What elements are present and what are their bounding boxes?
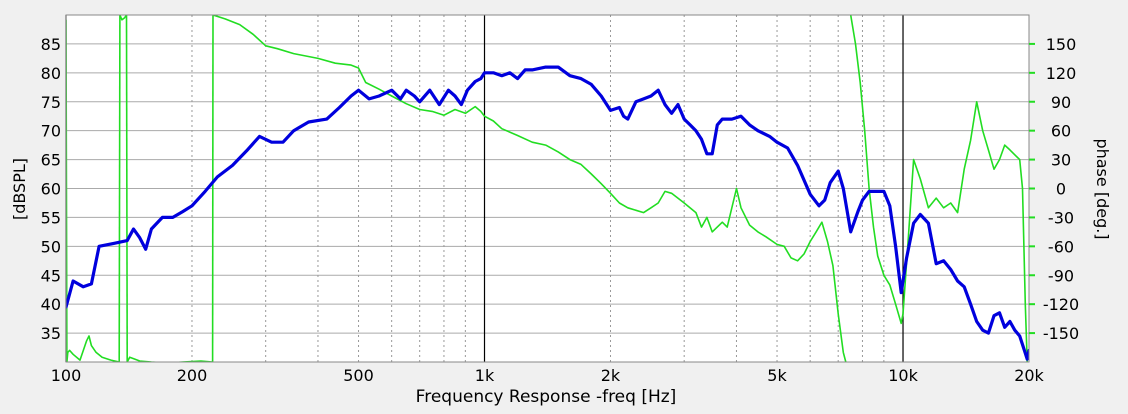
y-tick-label: 80 xyxy=(41,64,61,83)
y-tick-label: 50 xyxy=(41,237,61,256)
x-tick-label: 5k xyxy=(767,366,787,385)
y2-tick-label: 0 xyxy=(1056,180,1066,199)
y-tick-label: 55 xyxy=(41,208,61,227)
y-tick-label: 35 xyxy=(41,324,61,343)
phase-line xyxy=(118,15,121,362)
y2-tick-label: 90 xyxy=(1051,93,1071,112)
x-tick-label: 2k xyxy=(601,366,621,385)
y2-tick-label: -150 xyxy=(1043,324,1079,343)
x-axis-title: Frequency Response -freq [Hz] xyxy=(416,387,677,407)
phase-line xyxy=(66,19,120,362)
y-axis-left: 35 40 45 50 55 60 65 70 75 80 85 xyxy=(41,35,61,343)
x-axis: 100 200 500 1k 2k 5k 10k 20k xyxy=(51,366,1045,385)
phase-line xyxy=(212,15,847,362)
phase-line xyxy=(125,15,128,362)
x-tick-label: 20k xyxy=(1014,366,1044,385)
y-tick-label: 60 xyxy=(41,180,61,199)
x-tick-label: 200 xyxy=(177,366,208,385)
y2-tick-label: 120 xyxy=(1046,64,1077,83)
x-tick-label: 500 xyxy=(343,366,374,385)
y2-tick-label: -30 xyxy=(1048,208,1074,227)
y-tick-label: 70 xyxy=(41,122,61,141)
x-tick-label: 100 xyxy=(51,366,82,385)
series-layer xyxy=(66,15,1029,362)
y-axis-right: -150 -120 -90 -60 -30 0 30 60 90 120 150 xyxy=(1029,35,1079,343)
y-axis-title: [dBSPL] xyxy=(10,158,29,220)
phase-line xyxy=(849,15,1028,362)
y2-tick-label: -120 xyxy=(1043,295,1079,314)
y-tick-label: 85 xyxy=(41,35,61,54)
x-tick-label: 1k xyxy=(475,366,495,385)
y-tick-label: 75 xyxy=(41,93,61,112)
y-tick-label: 65 xyxy=(41,151,61,170)
y-tick-label: 40 xyxy=(41,295,61,314)
x-tick-label: 10k xyxy=(888,366,918,385)
y2-tick-label: -90 xyxy=(1048,266,1074,285)
y2-tick-label: 150 xyxy=(1046,35,1077,54)
phase-line xyxy=(126,356,213,362)
y2-tick-label: -60 xyxy=(1048,237,1074,256)
y2-tick-label: 60 xyxy=(1051,122,1071,141)
spl-line xyxy=(66,65,1029,361)
y2-tick-label: 30 xyxy=(1051,151,1071,170)
y2-axis-title: phase [deg.] xyxy=(1093,138,1112,239)
phase-line xyxy=(119,15,128,21)
y-tick-label: 45 xyxy=(41,266,61,285)
